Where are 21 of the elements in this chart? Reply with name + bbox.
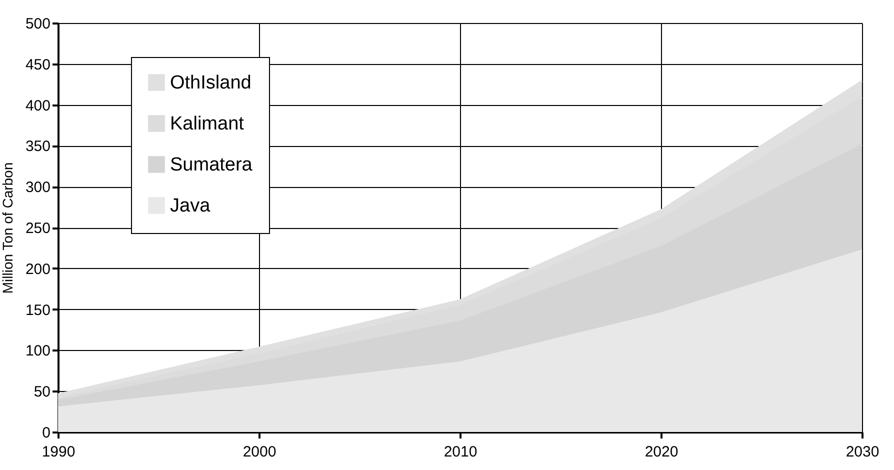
y-axis-title: Million Ton of Carbon: [0, 162, 16, 294]
x-tick-label: 2010: [444, 444, 478, 460]
x-tick-label: 2020: [644, 444, 678, 460]
y-tick-label: 200: [25, 260, 50, 278]
legend-label: Sumatera: [170, 154, 253, 176]
y-tick-label: 400: [25, 97, 50, 114]
legend-label: Java: [170, 196, 211, 216]
y-tick-label: 100: [25, 342, 50, 360]
x-tick-label: 2030: [846, 444, 880, 460]
y-tick-label: 350: [25, 138, 50, 156]
y-tick-label: 300: [25, 179, 50, 196]
legend-label: Kalimant: [170, 114, 245, 134]
y-tick-label: 150: [25, 302, 50, 319]
y-tick-label: 50: [34, 384, 50, 401]
y-tick-label: 0: [42, 424, 50, 442]
y-tick-label: 250: [25, 220, 50, 237]
legend-label: OthIsland: [170, 72, 252, 94]
y-tick-label: 500: [25, 16, 50, 32]
x-tick-label: 1990: [42, 444, 76, 460]
x-tick-label: 2000: [242, 444, 276, 460]
y-tick-label: 450: [25, 56, 50, 74]
